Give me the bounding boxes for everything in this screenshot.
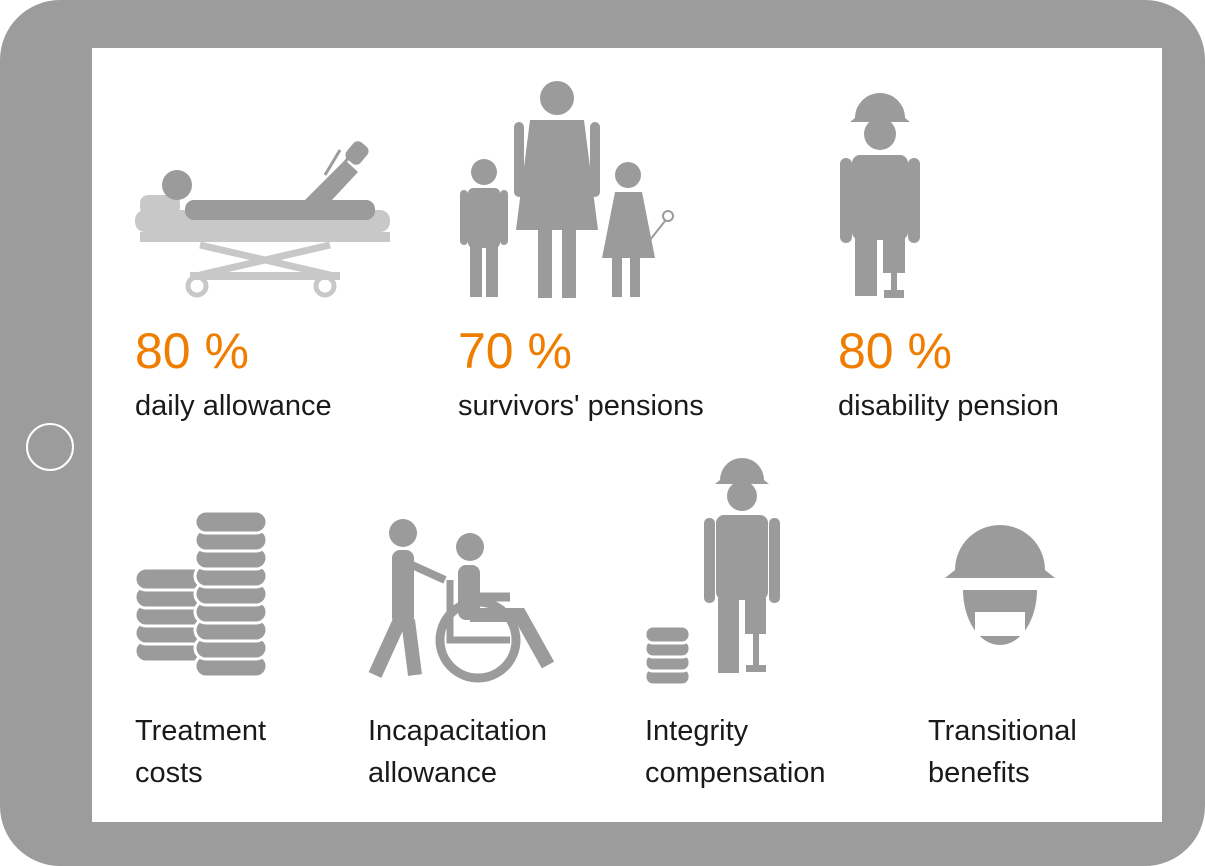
helmet-icon <box>945 525 1055 645</box>
bottom-row: Treatment costs Incapacitation allowance Int… <box>135 715 1077 789</box>
benefit-label: costs <box>135 757 203 789</box>
benefit-label: Incapacitation <box>368 715 547 747</box>
benefit-label: Treatment <box>135 715 266 747</box>
benefit-label: benefits <box>928 757 1030 789</box>
percent: 80 % <box>135 323 249 379</box>
worker-icon <box>840 93 920 298</box>
percent: 80 % <box>838 323 952 379</box>
benefit-label: Integrity <box>645 715 749 747</box>
benefit-label: daily allowance <box>135 390 332 422</box>
benefit-label: Transitional <box>928 715 1077 747</box>
top-row: 80 % daily allowance 70 % survivors' pensio… <box>135 323 1059 422</box>
family-icon <box>460 81 674 298</box>
coins-icon <box>133 509 269 679</box>
stretcher-icon <box>135 141 390 298</box>
wheelchair-icon <box>368 519 555 683</box>
integrity-icon <box>643 458 780 687</box>
percent: 70 % <box>458 323 572 379</box>
home-button[interactable] <box>26 423 74 471</box>
benefit-label: disability pension <box>838 390 1059 422</box>
benefit-label: survivors' pensions <box>458 390 704 422</box>
benefit-label: allowance <box>368 757 497 789</box>
benefit-label: compensation <box>645 757 826 789</box>
